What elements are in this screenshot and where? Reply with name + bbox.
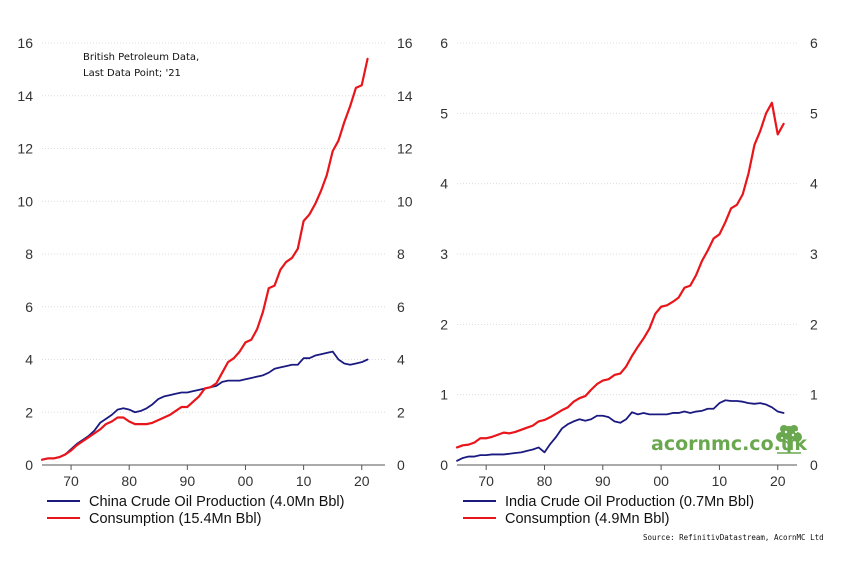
y-tick-label-left: 10	[17, 193, 33, 209]
chart-annotation-line-1: British Petroleum Data,	[83, 52, 199, 63]
y-tick-label-right: 6	[397, 299, 405, 315]
y-tick-label-right: 14	[397, 88, 413, 104]
y-tick-label-right: 4	[810, 176, 818, 192]
y-tick-label-left: 16	[17, 35, 33, 51]
y-tick-label-right: 0	[810, 457, 818, 473]
y-tick-label-left: 3	[440, 246, 448, 262]
x-tick-label: 90	[595, 473, 611, 489]
x-tick-label: 00	[653, 473, 669, 489]
y-tick-label-left: 12	[17, 141, 33, 157]
source-note: Source: RefinitivDatastream, AcornMC Ltd	[643, 533, 824, 542]
tree-icon	[776, 425, 802, 454]
y-tick-label-right: 16	[397, 35, 413, 51]
y-tick-label-left: 4	[440, 176, 448, 192]
legend-label-china-production: China Crude Oil Production (4.0Mn Bbl)	[89, 494, 344, 510]
y-tick-label-left: 4	[25, 352, 33, 368]
y-tick-label-right: 2	[397, 404, 405, 420]
y-tick-label-right: 8	[397, 246, 405, 262]
x-tick-label: 20	[354, 473, 370, 489]
y-tick-label-left: 0	[440, 457, 448, 473]
legend-label-china-consumption: Consumption (15.4Mn Bbl)	[89, 511, 261, 527]
india-oil-chart: 0 01 12 23 34 45 56 670 80 90 00 10 20	[440, 35, 818, 489]
legend-right: India Crude Oil Production (0.7Mn Bbl) C…	[463, 494, 754, 527]
y-tick-label-left: 6	[440, 35, 448, 51]
x-tick-label: 90	[180, 473, 196, 489]
y-tick-label-left: 2	[440, 316, 448, 332]
y-tick-label-right: 10	[397, 193, 413, 209]
y-tick-label-left: 14	[17, 88, 33, 104]
y-tick-label-left: 8	[25, 246, 33, 262]
x-tick-label: 80	[537, 473, 553, 489]
chart-annotation-line-2: Last Data Point; '21	[83, 68, 181, 79]
x-tick-label: 00	[238, 473, 254, 489]
y-tick-label-right: 1	[810, 387, 818, 403]
brand-logo: acornmc.co.uk	[651, 425, 807, 455]
x-tick-label: 20	[770, 473, 786, 489]
x-tick-label: 80	[121, 473, 137, 489]
series-line-consumption	[455, 101, 785, 449]
y-tick-label-left: 5	[440, 105, 448, 121]
legend-label-india-consumption: Consumption (4.9Mn Bbl)	[505, 511, 669, 527]
y-tick-label-left: 0	[25, 457, 33, 473]
legend-label-india-production: India Crude Oil Production (0.7Mn Bbl)	[505, 494, 754, 510]
legend-left: China Crude Oil Production (4.0Mn Bbl) C…	[47, 494, 344, 527]
series-line-production	[41, 350, 369, 461]
y-tick-label-left: 6	[25, 299, 33, 315]
x-tick-label: 10	[712, 473, 728, 489]
x-tick-label: 10	[296, 473, 312, 489]
y-tick-label-left: 1	[440, 387, 448, 403]
y-tick-label-right: 5	[810, 105, 818, 121]
y-tick-label-right: 3	[810, 246, 818, 262]
y-tick-label-right: 4	[397, 352, 405, 368]
x-tick-label: 70	[478, 473, 494, 489]
y-tick-label-right: 0	[397, 457, 405, 473]
series-line-production	[456, 399, 785, 462]
y-tick-label-right: 6	[810, 35, 818, 51]
y-tick-label-right: 12	[397, 141, 413, 157]
y-tick-label-right: 2	[810, 316, 818, 332]
brand-text: acornmc.co.uk	[651, 433, 807, 455]
y-tick-label-left: 2	[25, 404, 33, 420]
series-line-consumption	[40, 57, 369, 461]
x-tick-label: 70	[63, 473, 79, 489]
